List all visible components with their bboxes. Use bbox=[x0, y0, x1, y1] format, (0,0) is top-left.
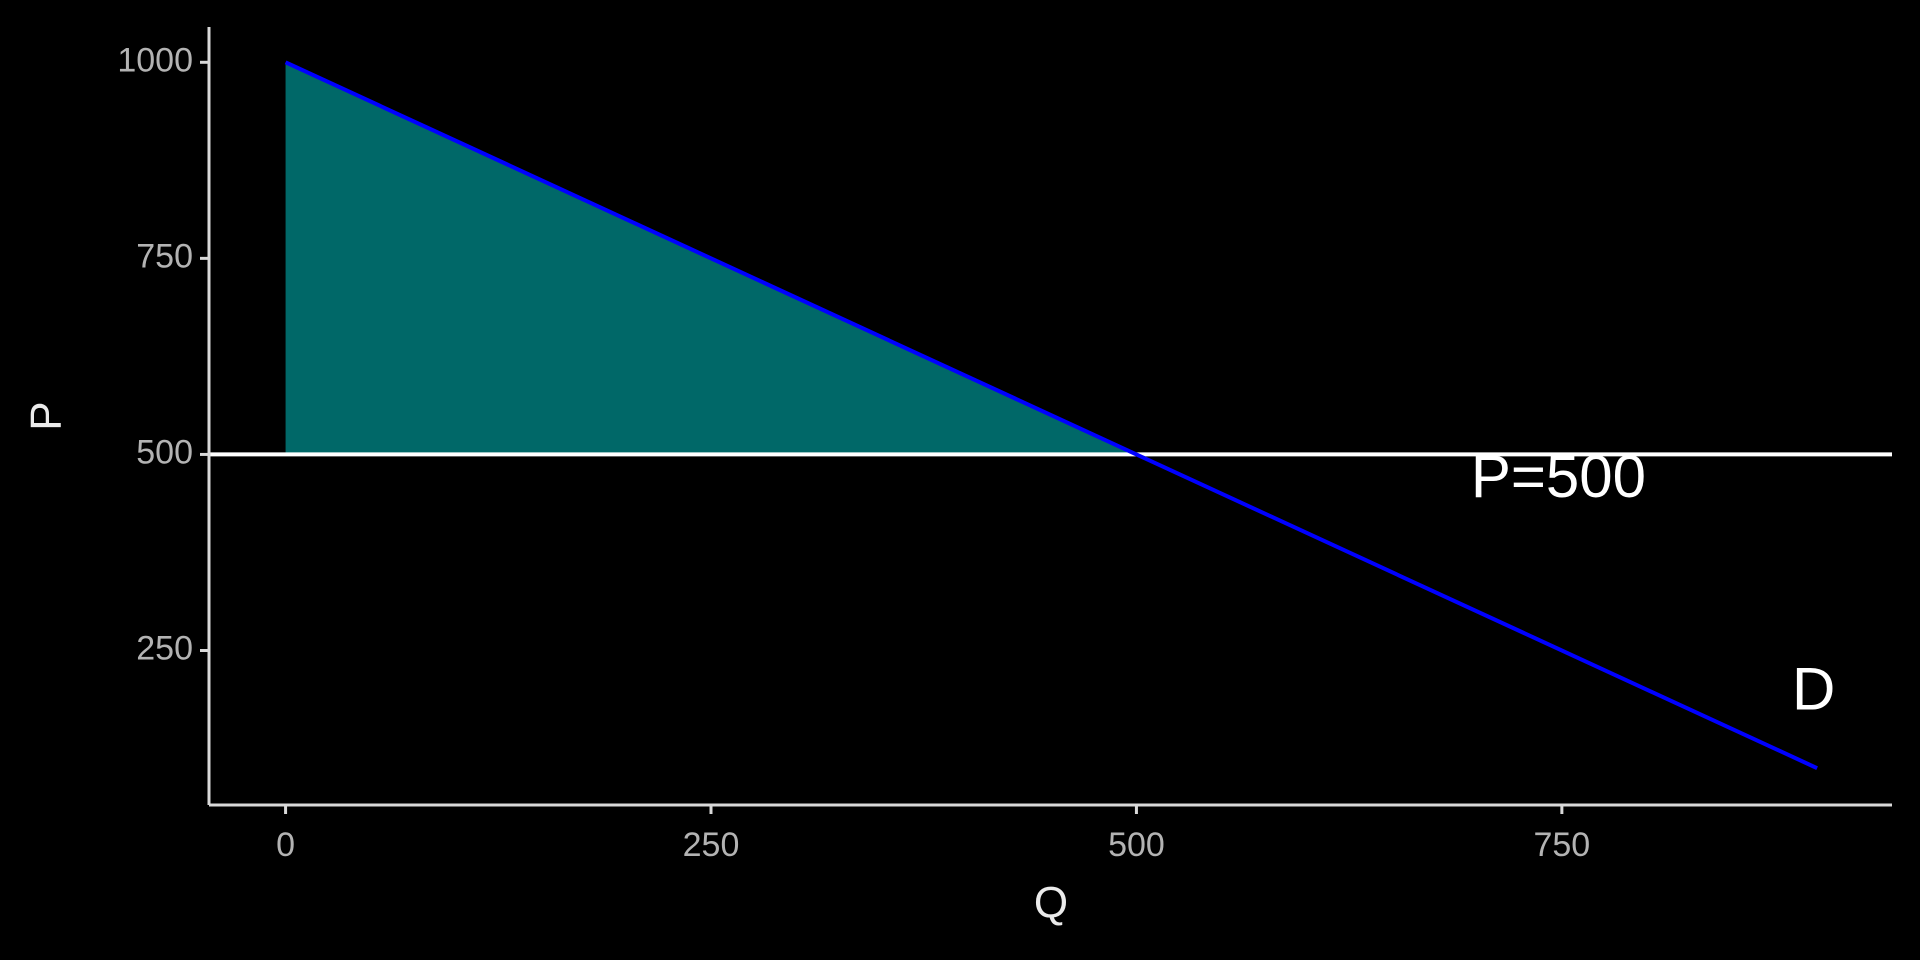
x-axis-title: Q bbox=[1034, 879, 1068, 928]
y-tick-label: 750 bbox=[136, 237, 193, 275]
y-axis-title: P bbox=[22, 401, 71, 430]
demand-line bbox=[284, 60, 1818, 770]
x-tick-label: 0 bbox=[276, 826, 295, 864]
x-tick-label: 250 bbox=[683, 826, 740, 864]
annotation: D bbox=[1792, 655, 1835, 722]
y-tick-label: 1000 bbox=[117, 41, 193, 79]
x-tick-label: 500 bbox=[1108, 826, 1165, 864]
y-tick-label: 250 bbox=[136, 629, 193, 667]
x-tick-label: 750 bbox=[1533, 826, 1590, 864]
annotation: P=500 bbox=[1471, 443, 1646, 510]
y-tick-label: 500 bbox=[136, 433, 193, 471]
